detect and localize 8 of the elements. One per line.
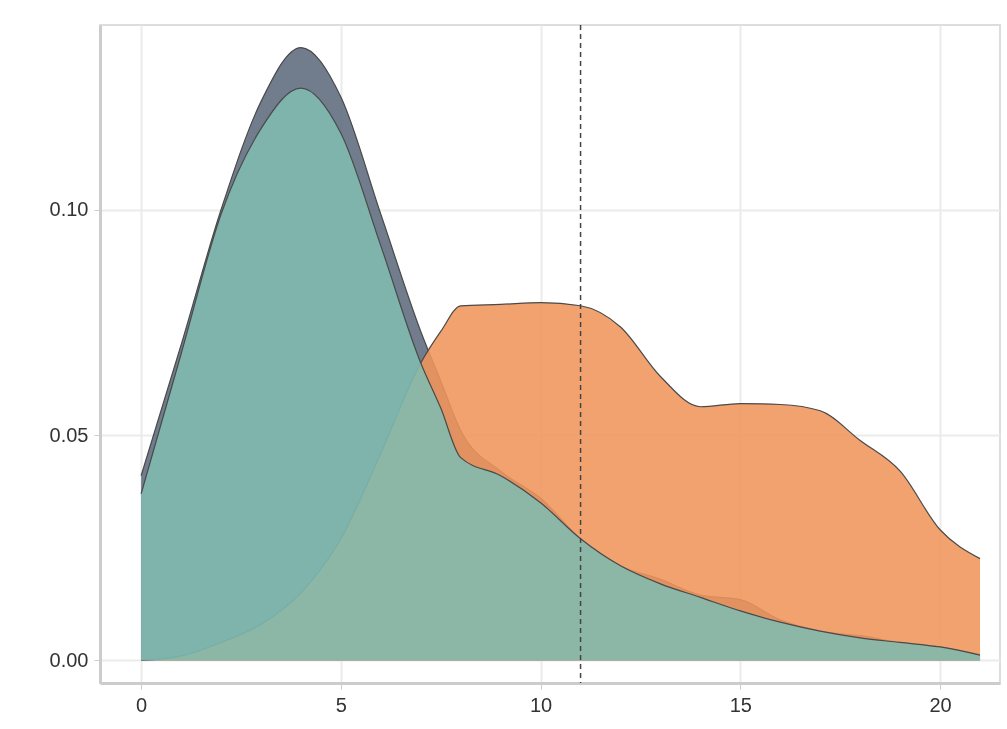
x-tick-label: 0 bbox=[136, 693, 148, 716]
x-tick-label: 10 bbox=[529, 693, 553, 716]
x-tick-label: 20 bbox=[929, 693, 952, 716]
x-tick-label: 15 bbox=[729, 693, 752, 716]
y-tick-label: 0.05 bbox=[49, 423, 89, 446]
y-tick-label: 0.10 bbox=[49, 198, 89, 221]
y-tick-label: 0.00 bbox=[49, 648, 89, 671]
x-tick-label: 5 bbox=[335, 693, 347, 716]
